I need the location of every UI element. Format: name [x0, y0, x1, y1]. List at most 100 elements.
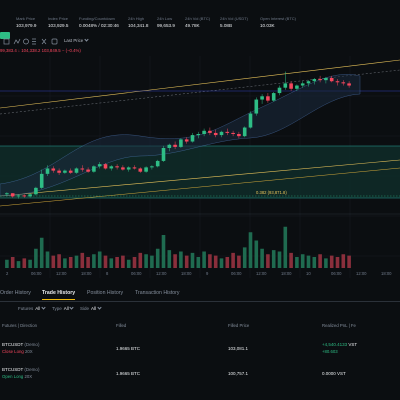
stat-value: 104,341.8: [128, 23, 149, 28]
tab-order-history[interactable]: Order History: [0, 290, 31, 296]
volume-bar: [155, 248, 160, 268]
stat-label: Index Price: [48, 16, 69, 21]
candle-body: [138, 168, 143, 172]
row-mode: Demo: [25, 367, 38, 372]
x-tick-label: 10: [306, 271, 311, 276]
x-tick-label: 06:00: [31, 271, 42, 276]
volume-bar: [92, 254, 96, 268]
volume-bar: [22, 258, 27, 268]
row-fee: +80.603: [322, 349, 338, 354]
volume-bar: [196, 257, 201, 268]
candle-body: [167, 144, 172, 148]
col-filled: Filled: [116, 323, 127, 328]
fib-label: 0.382 (93,871.8): [256, 190, 287, 195]
table-header: Futures | Direction Filled Filled Price …: [0, 322, 400, 330]
candle-body: [10, 193, 15, 197]
stat-value: 10.03K: [260, 23, 275, 28]
candle-body: [271, 93, 276, 101]
candle-body: [237, 134, 241, 137]
col-filled-price: Filled Price: [228, 323, 250, 328]
volume-bar: [179, 251, 183, 268]
history-tabs: Order History Trade History Position His…: [0, 287, 400, 302]
lower-trendline: [0, 159, 400, 197]
bollinger-band: [0, 74, 361, 197]
filter-futures[interactable]: Futures All: [18, 305, 46, 311]
candle-body: [155, 160, 160, 167]
candle-body: [231, 132, 235, 134]
stat-24h-high: 24h High 104,341.8: [128, 16, 148, 28]
x-tick-label: 06:00: [131, 271, 142, 276]
price-type-select[interactable]: Last Price: [64, 37, 89, 43]
candle-body: [306, 81, 311, 84]
candle-body: [277, 87, 282, 94]
volume-bar: [306, 255, 311, 268]
candle-body: [126, 167, 131, 170]
volume-bar: [86, 257, 90, 268]
settings-icon[interactable]: [23, 38, 29, 45]
volume-bar: [63, 258, 67, 268]
volume-bar: [103, 255, 108, 268]
row-mode: Demo: [25, 342, 38, 347]
filter-value: All: [91, 306, 97, 311]
tab-position-history[interactable]: Position History: [87, 290, 124, 296]
chart-toolbar: Last Price: [0, 36, 400, 48]
volume-bar: [213, 255, 218, 268]
chevron-down-icon: [69, 305, 74, 310]
volume-bar: [39, 237, 44, 268]
tab-transaction-history[interactable]: Transaction History: [135, 290, 180, 296]
candle-body: [63, 170, 67, 173]
indicator-icon[interactable]: [3, 38, 10, 45]
table-row[interactable]: BTCUSDT (Demo) Open Long 20X 1.9665 BTC …: [2, 367, 346, 379]
candle-body: [341, 82, 346, 84]
candle-body: [16, 195, 21, 197]
stat-value: 99,653.9: [157, 23, 175, 28]
volume-bar: [138, 252, 143, 268]
candle-body: [28, 194, 32, 197]
x-tick-label: 12:00: [156, 271, 167, 276]
dashed-trendline: [0, 69, 400, 115]
candle-body: [80, 168, 85, 170]
candle-body: [242, 127, 247, 137]
price-chart[interactable]: 0.382 (93,871.8) 2 06:00 12:00 18:00 8 06:00 1…: [0, 56, 400, 278]
volume-bar: [318, 254, 322, 268]
layout-icon[interactable]: [32, 38, 36, 45]
volume-bar: [208, 254, 212, 268]
filter-type[interactable]: Type All: [52, 305, 74, 311]
candle-body: [121, 167, 125, 170]
stat-value: 103,929.5: [48, 23, 69, 28]
upper-trendline: [0, 59, 400, 109]
filter-side[interactable]: Side All: [80, 305, 102, 311]
candle-body: [5, 193, 9, 195]
row-filled-unit: BTC: [131, 371, 141, 376]
volume-bar: [57, 254, 61, 268]
row-pnl: 0.0000: [322, 371, 336, 376]
row-pnl-unit: VST: [337, 371, 346, 376]
candle-body: [132, 167, 137, 169]
stat-label: 24h Vol (USDT): [220, 16, 249, 21]
x-tick-label: 9: [206, 271, 209, 276]
toolbar-icons: [3, 38, 58, 45]
candle-body: [144, 167, 148, 172]
row-direction: Close Long: [2, 349, 24, 354]
candle-body: [335, 81, 340, 83]
volume-bar: [184, 255, 189, 268]
candle-body: [45, 168, 50, 174]
candle-body: [202, 130, 206, 134]
candle-body: [266, 96, 270, 101]
candle-body: [86, 169, 90, 172]
col-futures-direction: Futures | Direction: [2, 323, 38, 328]
drawing-icon[interactable]: [41, 38, 47, 45]
volume-bar: [347, 255, 351, 268]
pair-badge[interactable]: [0, 32, 10, 39]
x-tick-label: 8: [106, 271, 109, 276]
candle-body: [295, 85, 299, 89]
table-row[interactable]: BTCUSDT (Demo) Close Long 20X 1.9665 BTC…: [2, 342, 358, 354]
volume-bar: [80, 252, 85, 268]
chart-type-icon[interactable]: [13, 38, 21, 45]
tab-trade-history[interactable]: Trade History: [42, 290, 76, 300]
stat-label: Mark Price: [16, 16, 36, 21]
volume-series: [5, 226, 351, 268]
volume-bar: [173, 254, 177, 268]
fullscreen-icon[interactable]: [51, 38, 58, 45]
stat-value: 103,979.9: [16, 23, 37, 28]
